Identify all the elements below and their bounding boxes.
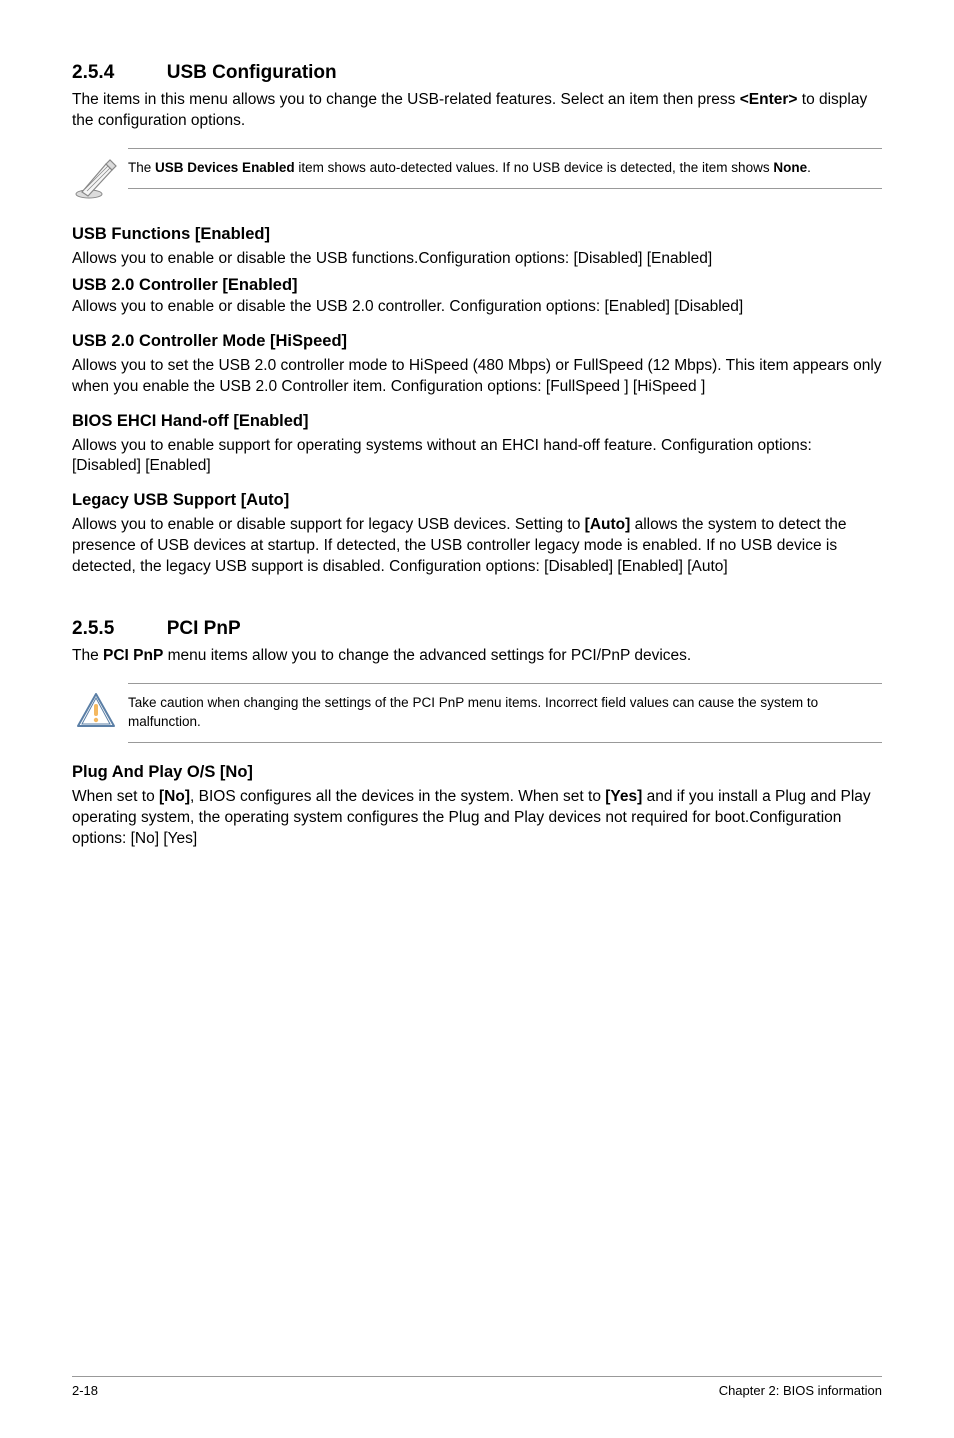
footer-chapter: Chapter 2: BIOS information — [719, 1383, 882, 1398]
callout-mid: item shows auto-detected values. If no U… — [295, 160, 774, 175]
section-title-2: PCI PnP — [167, 618, 241, 640]
warning-text: Take caution when changing the settings … — [128, 683, 882, 743]
warning-callout: Take caution when changing the settings … — [72, 683, 882, 743]
pp-b2: [Yes] — [605, 788, 642, 805]
page-footer: 2-18 Chapter 2: BIOS information — [72, 1376, 882, 1398]
section-heading-row-2: 2.5.5 PCI PnP — [72, 618, 882, 640]
section-number-2: 2.5.5 — [72, 618, 114, 640]
section2-intro: The PCI PnP menu items allow you to chan… — [72, 646, 882, 667]
sub5-pre: Allows you to enable or disable support … — [72, 516, 585, 533]
subheading-usb20-mode: USB 2.0 Controller Mode [HiSpeed] — [72, 332, 882, 351]
intro-text-bold: <Enter> — [740, 91, 798, 108]
footer-page-number: 2-18 — [72, 1383, 98, 1398]
s2-intro-post: menu items allow you to change the advan… — [163, 647, 691, 664]
subbody-usb20-controller: Allows you to enable or disable the USB … — [72, 297, 882, 318]
section-title: USB Configuration — [167, 62, 337, 84]
section-number: 2.5.4 — [72, 62, 114, 84]
subbody-usb-functions: Allows you to enable or disable the USB … — [72, 249, 882, 270]
warning-icon — [72, 683, 128, 736]
callout-pre: The — [128, 160, 155, 175]
subheading-legacy-usb: Legacy USB Support [Auto] — [72, 491, 882, 510]
pp-2: , BIOS configures all the devices in the… — [190, 788, 605, 805]
s2-intro-pre: The — [72, 647, 103, 664]
callout-bold2: None — [773, 160, 807, 175]
callout-bold1: USB Devices Enabled — [155, 160, 295, 175]
note-callout: The USB Devices Enabled item shows auto-… — [72, 148, 882, 205]
subheading-usb-functions: USB Functions [Enabled] — [72, 225, 882, 244]
subheading-plug-play: Plug And Play O/S [No] — [72, 763, 882, 782]
note-text: The USB Devices Enabled item shows auto-… — [128, 148, 882, 189]
sub5-bold: [Auto] — [585, 516, 631, 533]
section-intro: The items in this menu allows you to cha… — [72, 90, 882, 132]
intro-text-pre: The items in this menu allows you to cha… — [72, 91, 740, 108]
note-icon — [72, 148, 128, 205]
subbody-plug-play: When set to [No], BIOS configures all th… — [72, 787, 882, 850]
pp-b1: [No] — [159, 788, 190, 805]
s2-intro-bold: PCI PnP — [103, 647, 163, 664]
subbody-bios-ehci: Allows you to enable support for operati… — [72, 436, 882, 478]
subheading-usb20-controller: USB 2.0 Controller [Enabled] — [72, 276, 882, 295]
subbody-legacy-usb: Allows you to enable or disable support … — [72, 515, 882, 578]
section-heading-row: 2.5.4 USB Configuration — [72, 62, 882, 84]
callout-post: . — [807, 160, 811, 175]
subheading-bios-ehci: BIOS EHCI Hand-off [Enabled] — [72, 412, 882, 431]
subbody-usb20-mode: Allows you to set the USB 2.0 controller… — [72, 356, 882, 398]
pp-1: When set to — [72, 788, 159, 805]
